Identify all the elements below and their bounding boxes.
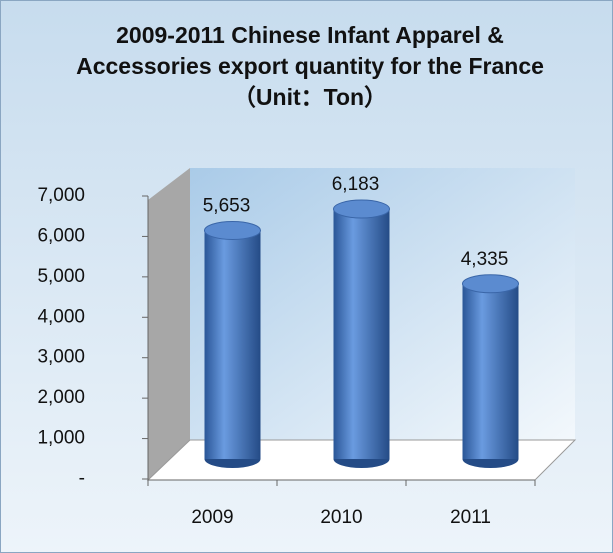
y-tick-label: 2,000 [37, 387, 85, 408]
y-tick-label: 7,000 [37, 185, 85, 206]
y-tick-label: 1,000 [37, 428, 85, 449]
bar [462, 274, 519, 468]
data-label: 5,653 [203, 195, 251, 216]
y-tick-label: 4,000 [37, 306, 85, 327]
side-wall [148, 168, 190, 480]
x-tick-label: 2009 [191, 507, 233, 528]
data-label: 6,183 [332, 174, 380, 195]
bar [204, 220, 261, 468]
chart-title: 2009-2011 Chinese Infant Apparel & Acces… [76, 22, 544, 110]
x-tick-label: 2010 [320, 507, 362, 528]
x-tick-label: 2011 [450, 507, 491, 528]
y-tick-label: 6,000 [37, 225, 85, 246]
data-label: 4,335 [461, 249, 509, 270]
y-tick-label: 3,000 [37, 347, 85, 368]
y-tick-label: 5,000 [37, 266, 85, 287]
y-tick-label: - [79, 468, 85, 489]
bar [333, 199, 390, 468]
